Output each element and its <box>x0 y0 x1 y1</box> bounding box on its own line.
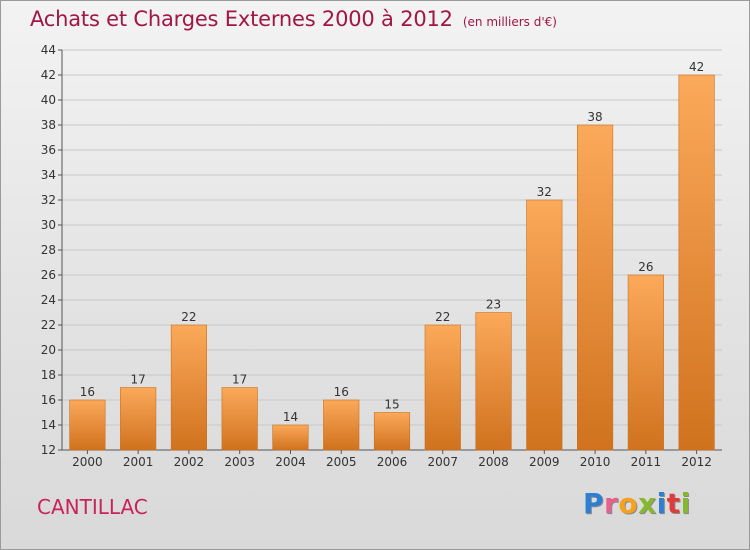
chart-title-text: Achats et Charges Externes 2000 à 2012 <box>30 7 453 31</box>
x-tick-label: 2011 <box>631 455 662 469</box>
y-tick-label: 18 <box>41 368 56 382</box>
data-label: 23 <box>486 298 501 312</box>
bar <box>272 424 309 451</box>
axes <box>58 49 722 454</box>
x-tick-label: 2008 <box>478 455 509 469</box>
data-label: 17 <box>131 373 146 387</box>
bar <box>221 387 258 451</box>
chart-title: Achats et Charges Externes 2000 à 2012 (e… <box>30 7 557 31</box>
logo-letter: i <box>656 487 667 520</box>
labels: 12 14 16 18 20 22 24 26 28 30 32 34 36 38 40 42 44 16 2000… <box>41 43 712 469</box>
y-tick-label: 16 <box>41 393 56 407</box>
data-label: 42 <box>689 60 704 74</box>
bar <box>526 199 563 451</box>
x-tick-label: 2006 <box>377 455 408 469</box>
y-tick-label: 28 <box>41 243 56 257</box>
x-tick-label: 2012 <box>681 455 712 469</box>
y-tick-label: 14 <box>41 418 56 432</box>
logo-letter: i <box>680 487 691 520</box>
logo-letter: x <box>638 487 657 520</box>
logo-letter: P <box>583 487 605 520</box>
y-tick-label: 26 <box>41 268 56 282</box>
x-tick-label: 2002 <box>174 455 205 469</box>
data-label: 16 <box>334 385 349 399</box>
bar <box>475 312 512 451</box>
bar <box>577 124 614 451</box>
y-tick-label: 24 <box>41 293 56 307</box>
y-tick-label: 38 <box>41 118 56 132</box>
y-tick-label: 32 <box>41 193 56 207</box>
bar <box>170 324 207 451</box>
chart-subtitle: (en milliers d'€) <box>462 15 557 29</box>
logo-letter: r <box>604 487 619 520</box>
location-name: CANTILLAC <box>37 495 148 519</box>
data-label: 14 <box>283 410 298 424</box>
x-tick-label: 2010 <box>580 455 611 469</box>
data-label: 17 <box>232 373 247 387</box>
bar <box>424 324 461 451</box>
y-tick-label: 40 <box>41 93 56 107</box>
logo-letter: t <box>666 487 681 520</box>
x-tick-label: 2009 <box>529 455 560 469</box>
x-tick-label: 2003 <box>224 455 255 469</box>
y-tick-label: 22 <box>41 318 56 332</box>
bar <box>120 387 157 451</box>
y-tick-label: 36 <box>41 143 56 157</box>
logo-letter: o <box>618 487 639 520</box>
data-label: 16 <box>80 385 95 399</box>
data-label: 32 <box>537 185 552 199</box>
data-label: 15 <box>384 398 399 412</box>
y-tick-label: 34 <box>41 168 56 182</box>
data-label: 22 <box>181 310 196 324</box>
y-tick-label: 42 <box>41 68 56 82</box>
x-tick-label: 2005 <box>326 455 357 469</box>
bar <box>373 412 411 451</box>
x-tick-label: 2000 <box>72 455 103 469</box>
data-label: 22 <box>435 310 450 324</box>
bars <box>69 74 715 451</box>
bar <box>323 399 360 451</box>
bar <box>678 74 715 451</box>
proxiti-logo: Proxiti <box>583 487 691 520</box>
x-tick-label: 2001 <box>123 455 154 469</box>
y-tick-label: 30 <box>41 218 56 232</box>
x-tick-label: 2004 <box>275 455 306 469</box>
bar <box>69 399 106 451</box>
grid-lines <box>62 49 722 451</box>
y-tick-label: 12 <box>41 443 56 457</box>
data-label: 26 <box>638 260 653 274</box>
y-tick-label: 44 <box>41 43 56 57</box>
bar <box>627 274 664 451</box>
y-tick-label: 20 <box>41 343 56 357</box>
data-label: 38 <box>587 110 602 124</box>
x-tick-label: 2007 <box>427 455 458 469</box>
